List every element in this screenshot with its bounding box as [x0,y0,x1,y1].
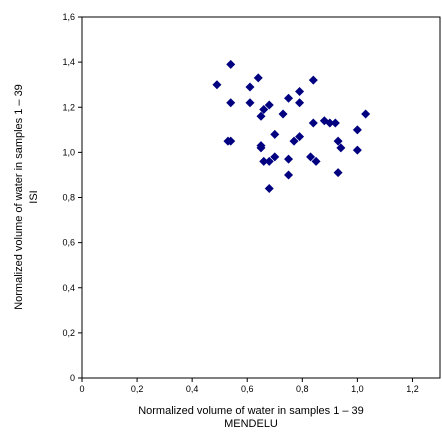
data-point [226,136,236,146]
y-tick-label: 0 [70,373,75,383]
data-point [311,156,321,166]
x-axis-ticks: 0 0,2 0,4 0,6 0,8 1,0 1,2 [79,378,419,394]
data-point [308,75,318,85]
data-point [295,132,305,142]
data-point [336,143,346,153]
data-point [330,118,340,128]
x-tick-label: 0 [79,384,84,394]
data-point [308,118,318,128]
y-tick-label: 0,6 [62,238,75,248]
y-tick-label: 1,0 [62,147,75,157]
data-point [278,109,288,119]
x-axis-label-line-1: Normalized volume of water in samples 1 … [138,405,364,417]
data-point [289,136,299,146]
y-tick-label: 0,4 [62,283,75,293]
data-point [284,170,294,180]
y-tick-label: 0,2 [62,328,75,338]
data-point [264,183,274,193]
y-tick-label: 1,4 [62,57,75,67]
data-point [253,73,263,83]
y-axis-label-line-1: Normalized volume of water in samples 1 … [13,84,25,310]
y-tick-label: 1,6 [62,12,75,22]
data-point [212,80,222,90]
y-axis-ticks: 0 0,2 0,4 0,6 0,8 1,0 1,2 1,4 1,6 [62,12,82,383]
data-point [245,82,255,92]
data-point [284,93,294,103]
data-point [226,98,236,108]
data-point [245,98,255,108]
x-tick-label: 1,0 [351,384,364,394]
data-point [325,118,335,128]
data-point [284,154,294,164]
x-tick-label: 1,2 [406,384,419,394]
x-tick-label: 0,2 [131,384,144,394]
data-point [333,136,343,146]
data-point [256,111,266,121]
data-point [295,86,305,96]
data-points [212,59,371,193]
y-axis-label-line-2: ISI [28,190,40,203]
x-tick-label: 0,6 [241,384,254,394]
data-point [352,145,362,155]
y-tick-label: 0,8 [62,193,75,203]
data-point [306,152,316,162]
data-point [256,143,266,153]
data-point [264,100,274,110]
data-point [259,156,269,166]
y-tick-label: 1,2 [62,102,75,112]
data-point [226,59,236,69]
data-point [352,125,362,135]
data-point [264,156,274,166]
data-point [295,98,305,108]
x-tick-label: 0,4 [186,384,199,394]
data-point [270,152,280,162]
data-point [333,168,343,178]
x-axis-label-line-2: MENDELU [224,418,278,430]
data-point [259,105,269,115]
data-point [270,129,280,139]
x-tick-label: 0,8 [296,384,309,394]
data-point [361,109,371,119]
plot-area [81,16,441,379]
